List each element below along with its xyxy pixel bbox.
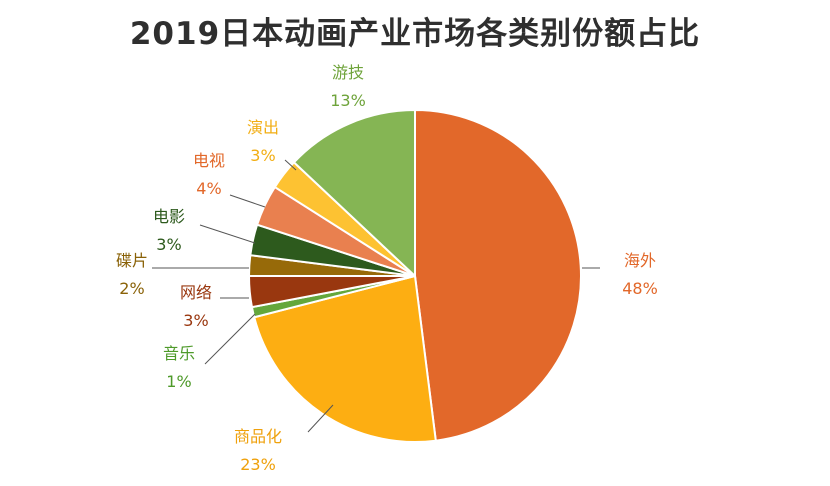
leader-line-2 bbox=[204, 313, 256, 365]
leader-line-5 bbox=[199, 224, 256, 244]
slice-value-label-8: 13% bbox=[330, 91, 366, 110]
slice-label-8: 游技 bbox=[332, 63, 364, 82]
slice-value-label-5: 3% bbox=[156, 235, 181, 254]
slice-value-label-3: 3% bbox=[183, 311, 208, 330]
chart-title: 2019日本动画产业市场各类别份额占比 bbox=[129, 16, 701, 52]
slice-label-3: 网络 bbox=[180, 283, 212, 302]
pie-slice-1 bbox=[253, 274, 437, 443]
slice-value-label-7: 3% bbox=[250, 146, 275, 165]
slice-value-label-4: 2% bbox=[119, 279, 144, 298]
slice-label-1: 商品化 bbox=[234, 427, 282, 446]
slice-value-label-0: 48% bbox=[622, 279, 658, 298]
pie-slice-8 bbox=[292, 108, 416, 279]
slice-value-label-6: 4% bbox=[196, 179, 221, 198]
pie-slice-0 bbox=[414, 108, 582, 442]
slice-value-label-2: 1% bbox=[166, 372, 191, 391]
leader-line-7 bbox=[284, 159, 297, 171]
slice-label-7: 演出 bbox=[247, 118, 279, 137]
leader-line-6 bbox=[229, 194, 266, 208]
slice-value-label-1: 23% bbox=[240, 455, 276, 474]
slice-label-0: 海外 bbox=[624, 251, 656, 270]
slice-label-4: 碟片 bbox=[116, 251, 148, 270]
slice-label-2: 音乐 bbox=[163, 344, 195, 363]
slice-label-6: 电视 bbox=[193, 151, 225, 170]
slice-label-5: 电影 bbox=[153, 207, 185, 226]
leader-line-1 bbox=[307, 404, 334, 433]
